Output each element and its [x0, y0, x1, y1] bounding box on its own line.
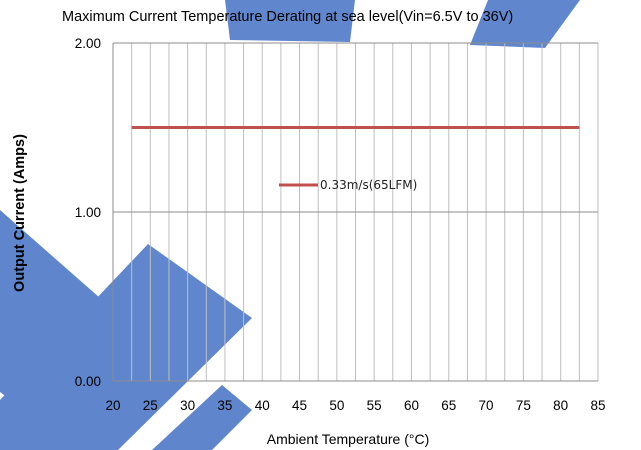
x-tick-label: 20 — [105, 398, 120, 413]
watermark-shape — [0, 244, 252, 450]
grid — [112, 42, 599, 382]
x-tick-label: 35 — [217, 398, 232, 413]
chart-title: Maximum Current Temperature Derating at … — [62, 9, 513, 25]
x-tick-label: 25 — [143, 398, 158, 413]
x-tick-label: 45 — [292, 398, 307, 413]
x-tick-label: 65 — [441, 398, 456, 413]
x-tick-labels: 20 25 30 35 40 45 50 55 60 65 70 75 80 85 — [105, 398, 605, 413]
y-tick-labels: 0.00 1.00 2.00 — [75, 36, 101, 389]
watermark-shape — [225, 0, 355, 42]
x-tick-label: 30 — [180, 398, 195, 413]
x-tick-label: 75 — [516, 398, 531, 413]
x-axis-label: Ambient Temperature (°C) — [267, 431, 430, 447]
x-tick-label: 80 — [553, 398, 568, 413]
x-tick-label: 85 — [590, 398, 605, 413]
x-tick-label: 60 — [404, 398, 419, 413]
x-tick-label: 50 — [329, 398, 344, 413]
y-tick-label: 1.00 — [75, 205, 101, 220]
x-tick-label: 40 — [255, 398, 270, 413]
watermark-shape — [0, 210, 100, 418]
x-tick-label: 70 — [479, 398, 494, 413]
y-tick-label: 2.00 — [75, 36, 101, 51]
legend-label: 0.33m/s(65LFM) — [320, 178, 417, 192]
y-tick-label: 0.00 — [75, 374, 101, 389]
watermark-shape — [152, 385, 252, 450]
watermark-shape — [470, 0, 580, 48]
y-axis-label: Output Current (Amps) — [12, 134, 28, 292]
x-tick-label: 55 — [367, 398, 382, 413]
legend: 0.33m/s(65LFM) — [279, 178, 417, 192]
